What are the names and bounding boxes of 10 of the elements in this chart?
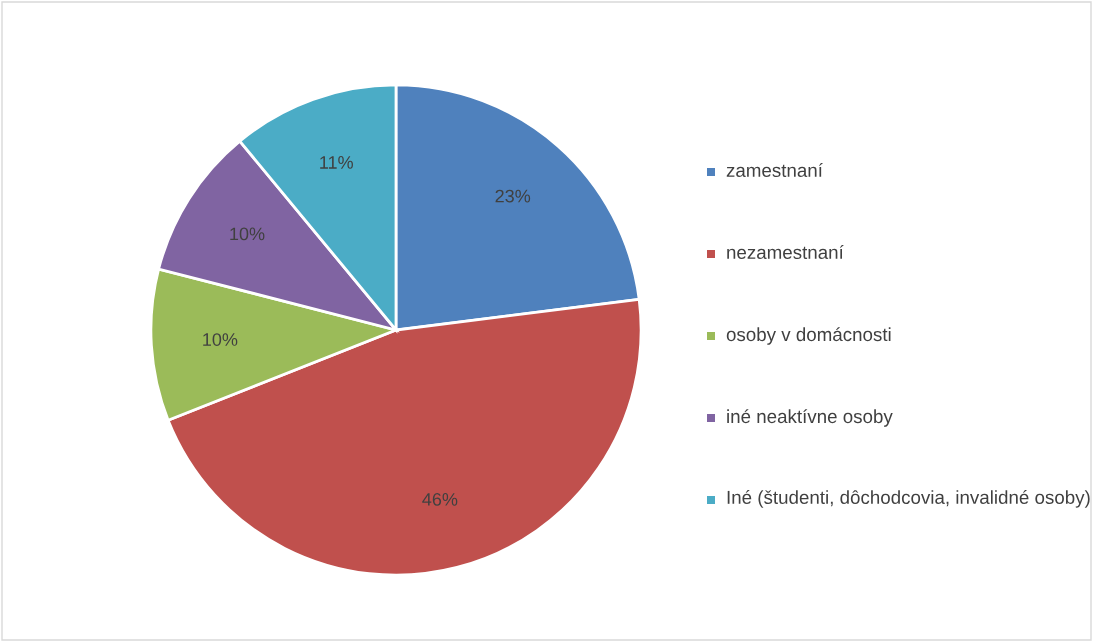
data-label: 23% [495, 189, 531, 203]
legend-label: Iné (študenti, dôchodcovia, invalidné osoby) [727, 490, 1090, 508]
legend-label: nezamestnaní [727, 245, 844, 260]
legend-label: zamestnaní [726, 163, 823, 178]
data-label: 10% [230, 227, 265, 241]
data-label: 46% [422, 492, 458, 506]
data-label: 10% [203, 333, 238, 346]
legend-label: osoby v domácnosti [726, 327, 891, 345]
legend-label: iné neaktívne osoby [727, 409, 893, 427]
data-label: 11% [320, 156, 353, 169]
